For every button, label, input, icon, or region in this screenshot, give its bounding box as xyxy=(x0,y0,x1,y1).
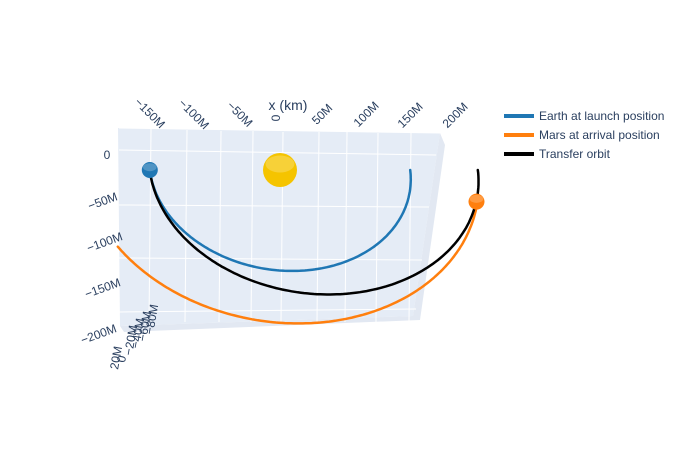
grid-line-vertical xyxy=(408,132,412,323)
x-tick-label: −150M xyxy=(132,95,168,131)
grid-line-vertical xyxy=(184,129,188,323)
body-sun xyxy=(263,153,297,187)
z-tick-label: −80M xyxy=(142,303,161,335)
y-tick-label: −100M xyxy=(85,229,125,255)
grid-line-vertical xyxy=(344,131,348,323)
grid-line-horizontal xyxy=(118,149,437,156)
y-tick-label: −150M xyxy=(83,275,123,301)
y-tick-label: −200M xyxy=(79,321,119,347)
z-tick-label: −60M xyxy=(135,310,154,342)
z-tick-label: −40M xyxy=(128,317,147,349)
series-line-mars xyxy=(116,200,479,325)
legend-swatch-mars xyxy=(504,132,534,137)
legend-item-mars[interactable]: Mars at arrival position xyxy=(504,125,664,144)
legend-label-transfer: Transfer orbit xyxy=(539,146,610,161)
y-tick-label: 0 xyxy=(104,148,111,162)
x-tick-label: −50M xyxy=(224,98,255,129)
grid-line-vertical xyxy=(218,130,222,323)
body-sun-highlight xyxy=(265,155,295,173)
body-mars-highlight xyxy=(469,194,484,203)
z-tick-label: −20M xyxy=(121,324,140,356)
x-tick-label: 200M xyxy=(440,100,471,131)
series-line-transfer xyxy=(148,168,480,296)
grid-line-vertical xyxy=(250,130,254,323)
grid-line-horizontal xyxy=(118,257,423,261)
scene-top-edge xyxy=(118,127,441,134)
series-line-earth xyxy=(148,168,413,273)
grid-line-vertical xyxy=(375,132,379,323)
z-tick-label: 20M xyxy=(107,345,125,370)
body-earth xyxy=(141,162,158,178)
legend: Earth at launch position Mars at arrival… xyxy=(504,106,664,163)
grid-line-horizontal xyxy=(118,204,430,208)
legend-item-transfer[interactable]: Transfer orbit xyxy=(504,144,664,163)
x-tick-label: −100M xyxy=(176,96,212,132)
x-tick-label: 50M xyxy=(309,101,335,127)
legend-swatch-transfer xyxy=(504,151,534,156)
gridlines xyxy=(118,128,437,323)
grid-line-horizontal xyxy=(118,308,417,313)
x-tick-label: 150M xyxy=(395,100,426,131)
legend-swatch-earth xyxy=(504,113,534,118)
scene-back-wall xyxy=(118,128,440,326)
x-axis-title: x (km) xyxy=(269,97,308,113)
body-mars xyxy=(468,193,485,210)
x-tick-label: 0 xyxy=(269,114,283,121)
z-tick-label: 0 xyxy=(114,354,129,363)
legend-label-earth: Earth at launch position xyxy=(539,108,665,123)
x-tick-label: 100M xyxy=(351,99,382,130)
grid-line-vertical xyxy=(148,128,152,323)
legend-label-mars: Mars at arrival position xyxy=(539,127,660,142)
y-tick-label: −50M xyxy=(86,189,119,213)
body-earth-highlight xyxy=(143,163,157,172)
grid-line-vertical xyxy=(316,131,320,323)
legend-item-earth[interactable]: Earth at launch position xyxy=(504,106,664,125)
